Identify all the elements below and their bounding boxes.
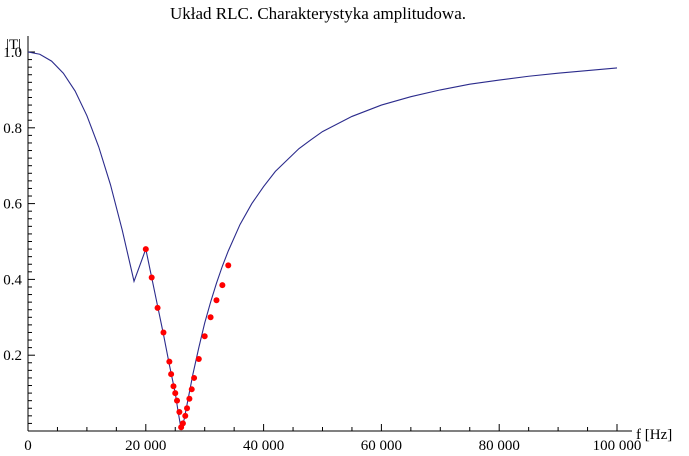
y-tick-label: 0.6 — [3, 197, 22, 213]
axes — [27, 36, 632, 432]
y-axis-label: |T| — [6, 37, 21, 53]
measurement-point — [213, 297, 220, 304]
x-tick-label: 100 000 — [593, 438, 642, 454]
ticks: 0 20 000 40 000 60 000 80 000 100 000 0.2 0.4 0.… — [3, 45, 641, 454]
measurement-point — [172, 390, 179, 397]
y-tick-label: 0.4 — [3, 272, 22, 288]
measurement-point — [160, 329, 167, 336]
y-tick-label: 0.2 — [3, 348, 22, 364]
measurement-point — [166, 358, 173, 365]
x-tick-label: 80 000 — [479, 438, 520, 454]
measurement-point — [201, 333, 208, 340]
measurement-point — [148, 274, 155, 281]
measurement-point — [186, 395, 193, 402]
measurement-point — [142, 246, 149, 253]
y-tick-label: 0.8 — [3, 121, 22, 137]
measurement-point — [182, 412, 189, 419]
amplitude-curve — [27, 51, 618, 430]
x-tick-label: 60 000 — [361, 438, 402, 454]
measurement-point — [174, 397, 181, 404]
measurement-point — [176, 409, 183, 416]
measurement-point — [219, 282, 226, 289]
measurement-point — [188, 386, 195, 393]
x-axis-label: f [Hz] — [636, 427, 672, 443]
measurement-point — [225, 262, 232, 269]
series-layer — [27, 51, 618, 431]
measurement-point — [154, 304, 161, 311]
x-tick-label: 0 — [24, 438, 32, 454]
measurement-point — [168, 371, 175, 378]
x-tick-label: 40 000 — [243, 438, 284, 454]
measurement-point — [179, 420, 186, 427]
measurement-point — [191, 374, 198, 381]
chart-title: Układ RLC. Charakterystyka amplitudowa. — [170, 4, 466, 23]
measurement-point — [170, 383, 177, 390]
measurement-point — [207, 314, 214, 321]
y-tick-label: 1.0 — [3, 45, 22, 61]
measurement-point — [195, 355, 202, 362]
measurement-point — [184, 405, 191, 412]
x-tick-label: 20 000 — [125, 438, 166, 454]
